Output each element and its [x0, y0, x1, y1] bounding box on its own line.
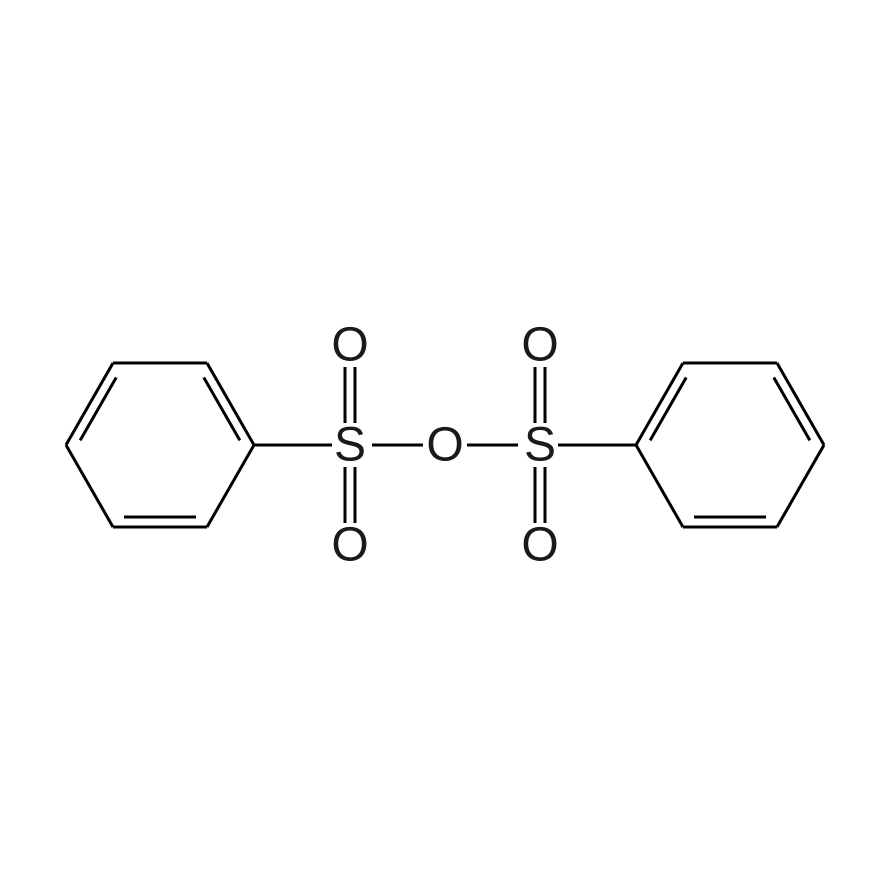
atom-label-O2: O: [331, 519, 368, 572]
atom-label-O3: O: [521, 319, 558, 372]
atom-label-O4: O: [521, 519, 558, 572]
atom-labels-group: SOOOSOO: [331, 319, 558, 572]
atom-label-S2: S: [524, 419, 556, 472]
atom-label-S1: S: [334, 419, 366, 472]
atom-label-Oc: O: [426, 419, 463, 472]
atom-label-O1: O: [331, 319, 368, 372]
molecule-diagram: SOOOSOO: [0, 0, 890, 890]
